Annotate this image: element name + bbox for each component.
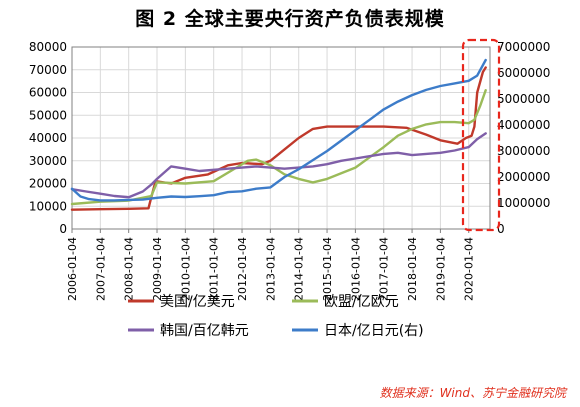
y-right-tick-label: 5000000 xyxy=(497,92,550,106)
y-right-tick-label: 0 xyxy=(497,222,505,236)
y-left-tick-label: 0 xyxy=(59,222,67,236)
x-tick-label: 2013-01-04 xyxy=(264,237,277,301)
y-right-tick-label: 2000000 xyxy=(497,170,550,184)
x-tick-label: 2018-01-04 xyxy=(406,237,419,301)
y-left-tick-label: 60000 xyxy=(29,86,67,100)
y-right-tick-label: 7000000 xyxy=(497,40,550,54)
y-right-tick-label: 1000000 xyxy=(497,196,550,210)
chart-title: 图 2 全球主要央行资产负债表规模 xyxy=(135,8,445,30)
legend-label-us: 美国/亿美元 xyxy=(160,294,235,310)
x-tick-label: 2020-01-04 xyxy=(463,237,476,301)
x-tick-label: 2009-01-04 xyxy=(151,237,164,301)
x-tick-label: 2012-01-04 xyxy=(236,237,249,301)
x-tick-label: 2007-01-04 xyxy=(94,237,107,301)
series-line-kr xyxy=(70,132,487,199)
series-line-eu xyxy=(70,88,487,206)
x-tick-label: 2019-01-04 xyxy=(434,237,447,301)
grid-layer xyxy=(71,46,490,230)
x-tick-label: 2008-01-04 xyxy=(123,237,136,301)
y-left-tick-label: 70000 xyxy=(29,63,67,77)
x-tick-label: 2010-01-04 xyxy=(179,237,192,301)
plot-frame xyxy=(71,46,491,230)
series-line-jp xyxy=(70,58,487,202)
data-source-note: 数据来源：Wind、苏宁金融研究院 xyxy=(379,386,566,400)
x-tick-label: 2006-01-04 xyxy=(66,237,79,301)
y-left-tick-label: 30000 xyxy=(29,154,67,168)
x-tick-label: 2014-01-04 xyxy=(293,237,306,301)
x-tick-label: 2015-01-04 xyxy=(321,237,334,301)
y-right-tick-label: 4000000 xyxy=(497,118,550,132)
series-layer xyxy=(70,58,487,211)
y-left-tick-label: 10000 xyxy=(29,199,67,213)
axis-layer: 0 10000 20000 30000 40000 50000 60000 70000 8000… xyxy=(29,40,551,301)
y-right-tick-label: 6000000 xyxy=(497,66,550,80)
x-tick-label: 2011-01-04 xyxy=(208,237,221,301)
y-right-tick-label: 3000000 xyxy=(497,144,550,158)
legend-label-jp: 日本/亿日元(右) xyxy=(324,323,424,339)
y-left-tick-label: 40000 xyxy=(29,131,67,145)
highlight-layer xyxy=(461,38,501,232)
y-left-tick-label: 20000 xyxy=(29,177,67,191)
highlight-box xyxy=(461,38,501,232)
y-left-tick-label: 50000 xyxy=(29,108,67,122)
legend-label-kr: 韩国/百亿韩元 xyxy=(160,323,249,339)
x-tick-label: 2016-01-04 xyxy=(349,237,362,301)
series-line-us xyxy=(70,66,487,211)
legend-label-eu: 欧盟/亿欧元 xyxy=(324,294,399,310)
x-tick-label: 2017-01-04 xyxy=(378,237,391,301)
y-left-tick-label: 80000 xyxy=(29,40,67,54)
